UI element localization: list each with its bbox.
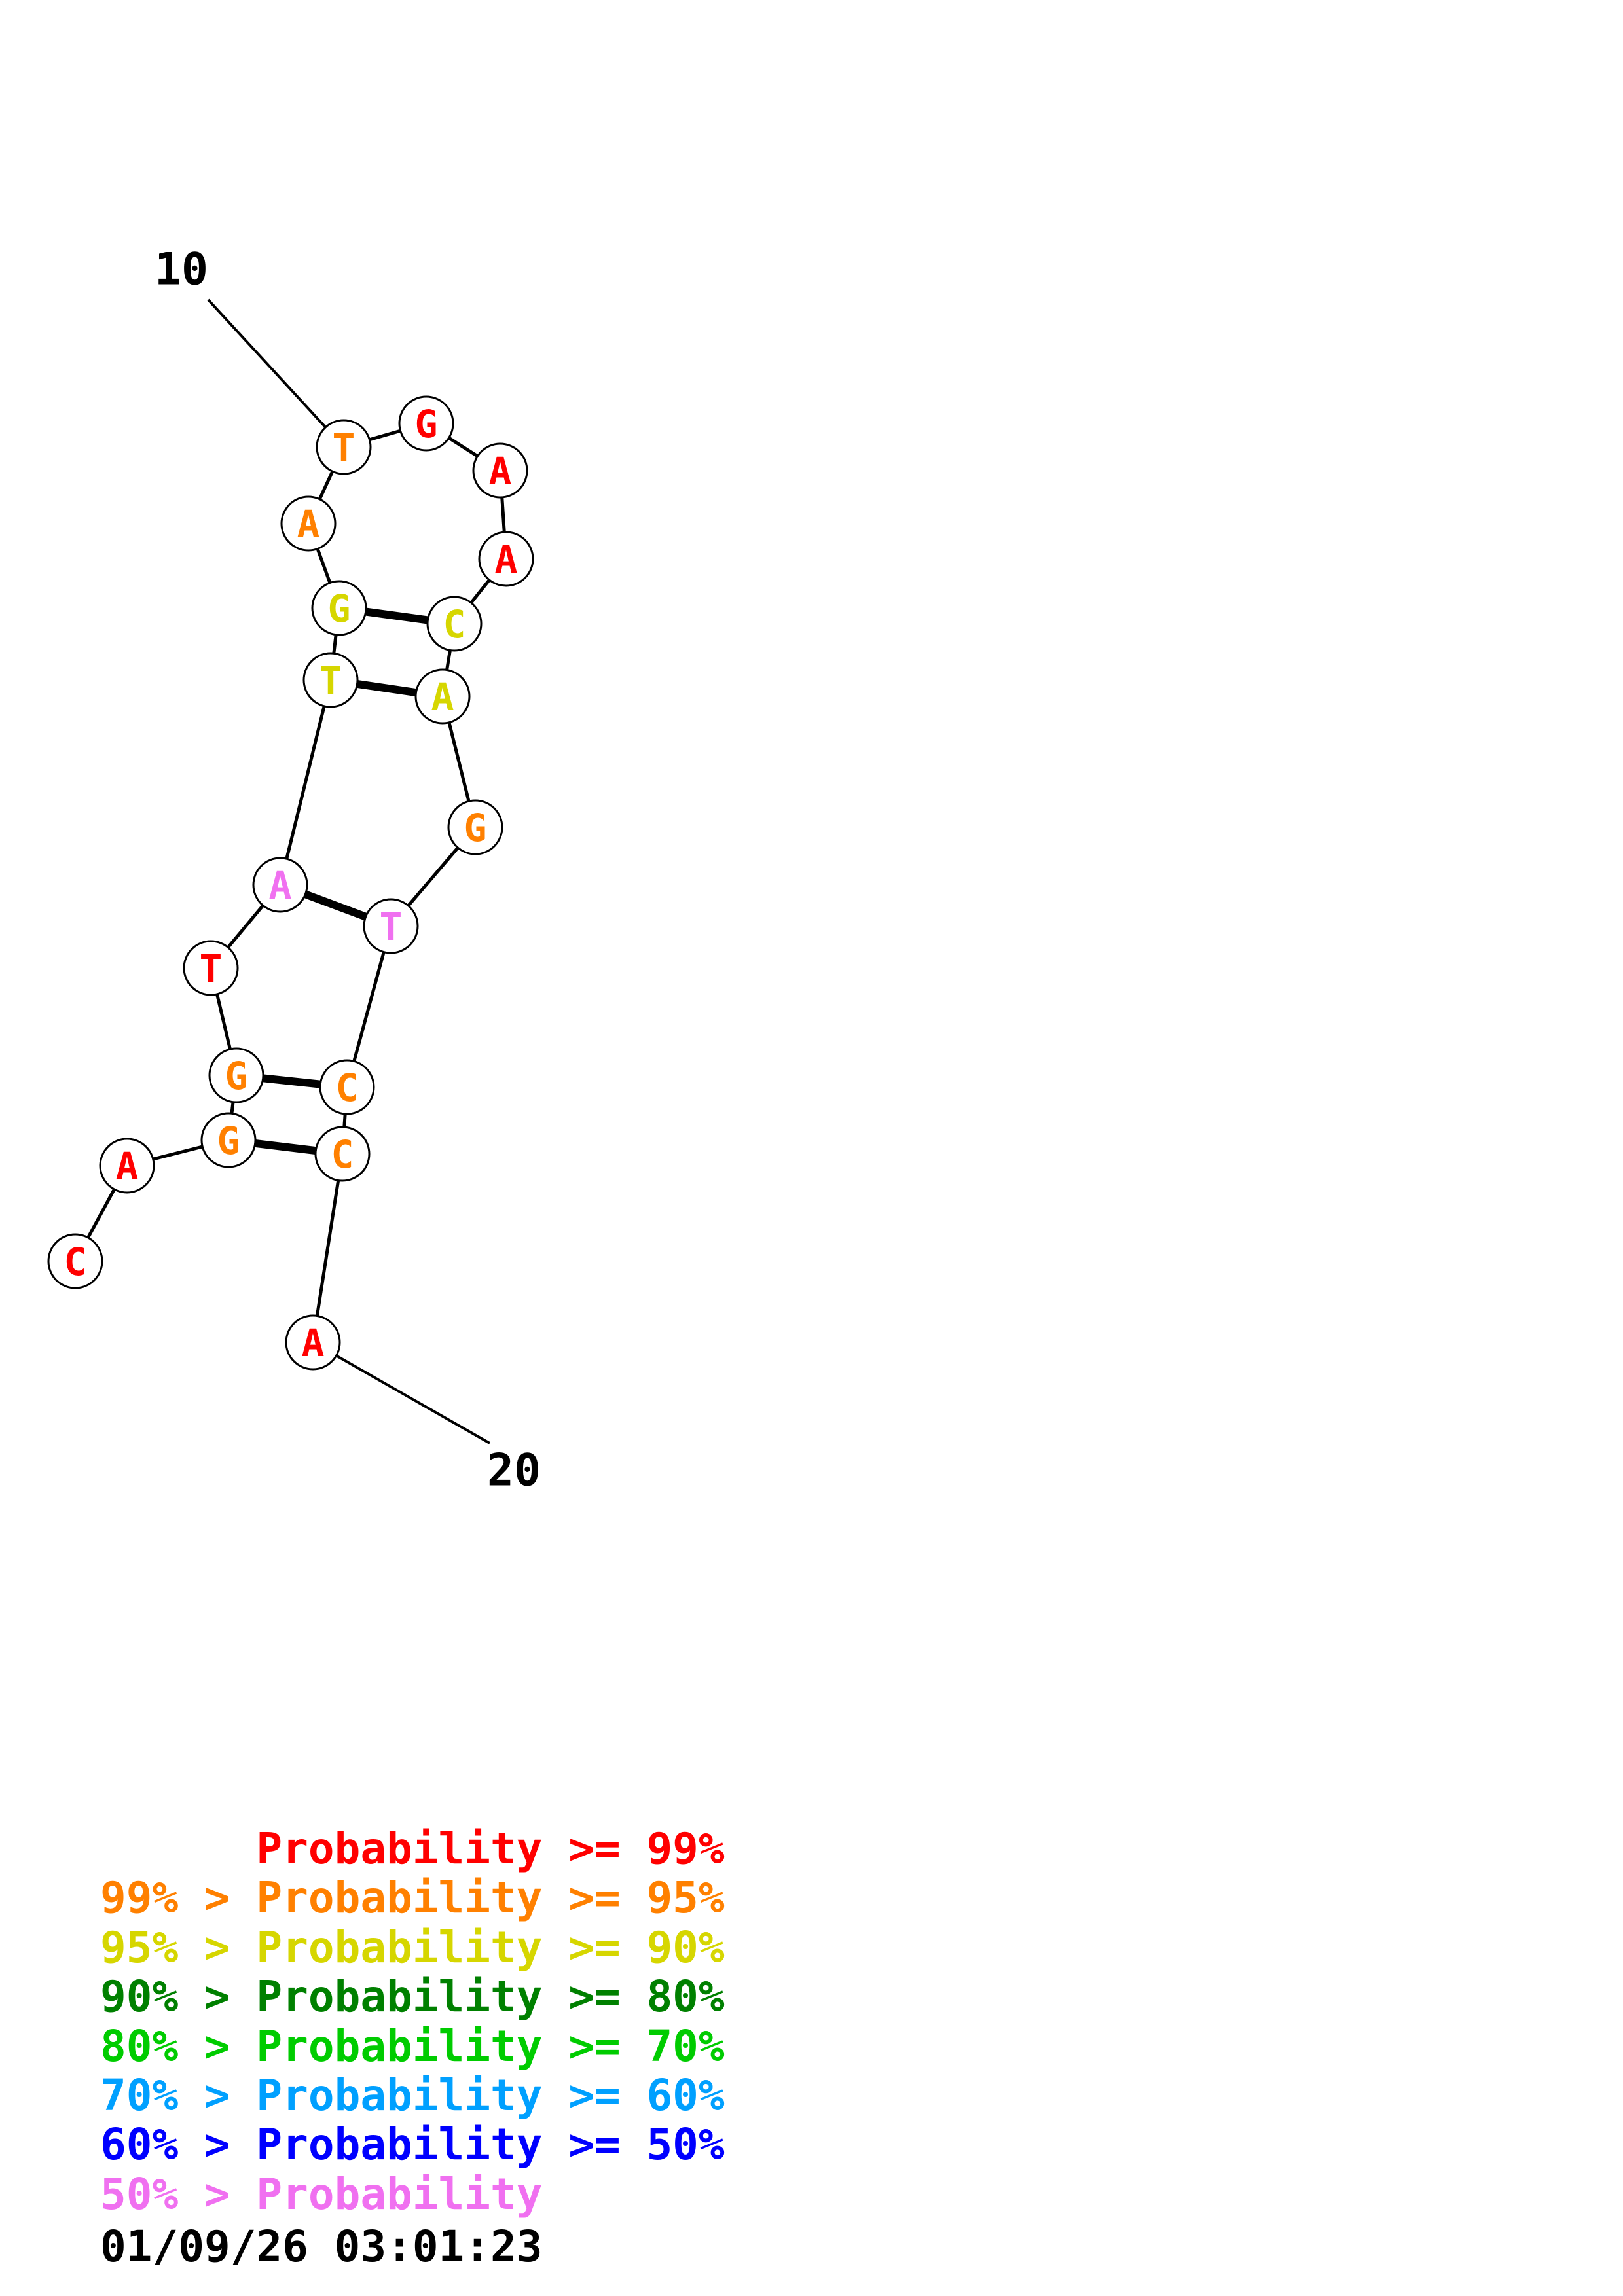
nucleotide-circle xyxy=(447,799,503,855)
nucleotide-circle xyxy=(280,495,337,552)
nucleotide-letter: G xyxy=(217,1119,240,1163)
nucleotide-letter: A xyxy=(489,449,512,493)
nucleotide-13-A: A xyxy=(478,531,534,587)
nucleotide-circle xyxy=(183,940,239,996)
nucleotide-letter: T xyxy=(200,946,223,991)
nucleotide-circle xyxy=(478,531,534,587)
nucleotide-18-C: C xyxy=(319,1059,375,1115)
nucleotide-letter: T xyxy=(380,905,403,949)
nucleotide-letter: C xyxy=(64,1240,87,1284)
nucleotide-letter: A xyxy=(269,863,292,908)
nucleotide-circle xyxy=(285,1314,341,1371)
index-label-line xyxy=(207,298,345,448)
nucleotide-circle xyxy=(99,1138,155,1194)
nucleotide-letter: A xyxy=(116,1144,139,1189)
nucleotide-letter: A xyxy=(495,537,518,582)
nucleotide-10-T: T xyxy=(316,419,372,475)
index-label-line xyxy=(312,1341,490,1444)
nucleotide-letter: T xyxy=(319,658,342,703)
nucleotide-17-T: T xyxy=(363,898,419,954)
nucleotide-circle xyxy=(316,419,372,475)
nucleotide-circle xyxy=(47,1233,103,1289)
nucleotide-6-A: A xyxy=(252,857,308,913)
backbone-bond xyxy=(278,679,333,886)
nucleotide-9-A: A xyxy=(280,495,337,552)
nucleotide-letter: A xyxy=(297,502,320,547)
legend-line: 80% > Probability >= 70% xyxy=(100,2020,725,2072)
nucleotide-circle xyxy=(252,857,308,913)
residue-index-label: 20 xyxy=(487,1444,541,1496)
legend-line: 60% > Probability >= 50% xyxy=(100,2119,725,2170)
probability-legend: Probability >= 99% 99% > Probability >= 9… xyxy=(100,1824,725,2219)
nucleotide-12-A: A xyxy=(472,442,528,499)
legend-line: Probability >= 99% xyxy=(100,1823,725,1874)
nucleotide-2-A: A xyxy=(99,1138,155,1194)
backbone-bond xyxy=(311,1153,344,1343)
nucleotide-letter: A xyxy=(431,675,454,719)
legend-line: 95% > Probability >= 90% xyxy=(100,1922,725,1973)
nucleotide-letter: G xyxy=(225,1054,248,1098)
nucleotide-7-T: T xyxy=(302,652,359,708)
nucleotide-circle xyxy=(426,596,483,652)
nucleotide-circle xyxy=(414,668,471,725)
legend-line: 70% > Probability >= 60% xyxy=(100,2070,725,2121)
legend-line: 50% > Probability xyxy=(100,2168,543,2219)
nucleotide-circle xyxy=(302,652,359,708)
nucleotide-letter: G xyxy=(328,586,351,631)
nucleotide-circle xyxy=(398,395,454,452)
nucleotide-16-G: G xyxy=(447,799,503,855)
nucleotide-15-A: A xyxy=(414,668,471,725)
nucleotide-3-G: G xyxy=(200,1112,257,1168)
nucleotide-letter: C xyxy=(336,1066,359,1110)
nucleotide-letter: C xyxy=(331,1132,354,1177)
nucleotide-20-A: A xyxy=(285,1314,341,1371)
nucleotide-circle xyxy=(208,1047,264,1103)
nucleotide-circle xyxy=(314,1126,371,1182)
nucleotide-letter: G xyxy=(464,806,487,850)
nucleotide-19-C: C xyxy=(314,1126,371,1182)
legend-line: 90% > Probability >= 80% xyxy=(100,1971,725,2022)
nucleotide-4-G: G xyxy=(208,1047,264,1103)
nucleotide-letter: C xyxy=(443,602,466,647)
nucleotide-letter: T xyxy=(333,425,356,470)
nucleotide-8-G: G xyxy=(311,580,367,636)
nucleotide-11-G: G xyxy=(398,395,454,452)
nucleotide-1-C: C xyxy=(47,1233,103,1289)
timestamp: 01/09/26 03:01:23 xyxy=(100,2221,543,2272)
nucleotide-14-C: C xyxy=(426,596,483,652)
nucleotide-circle xyxy=(319,1059,375,1115)
nucleotide-letter: G xyxy=(415,402,438,446)
nucleotide-circle xyxy=(200,1112,257,1168)
nucleotide-circle xyxy=(363,898,419,954)
nucleotide-5-T: T xyxy=(183,940,239,996)
nucleotide-letter: A xyxy=(302,1321,325,1365)
legend-line: 99% > Probability >= 95% xyxy=(100,1873,725,1924)
nucleotide-circle xyxy=(472,442,528,499)
nucleotide-circle xyxy=(311,580,367,636)
residue-index-label: 10 xyxy=(155,243,208,295)
